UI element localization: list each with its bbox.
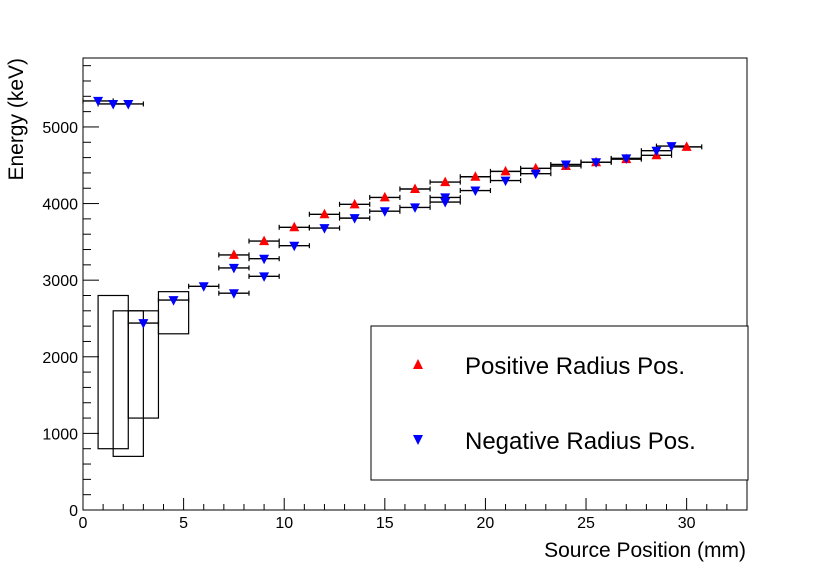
uncertainty-box — [157, 291, 190, 335]
legend-box — [370, 325, 749, 481]
legend-label-positive: Positive Radius Pos. — [465, 353, 685, 380]
y-tick-label: 4000 — [42, 197, 78, 214]
y-axis-title: Energy (keV) — [5, 58, 28, 181]
negative-radius-point — [108, 99, 119, 110]
positive-radius-point — [228, 249, 239, 259]
negative-radius-point — [228, 289, 239, 299]
negative-radius-point — [123, 99, 134, 110]
negative-radius-point — [319, 224, 330, 234]
negative-radius-point — [666, 142, 677, 152]
legend-marker-negative — [413, 435, 423, 445]
positive-radius-point — [410, 183, 420, 194]
x-axis-ticks: 0 5 10 15 20 25 30 — [79, 498, 748, 532]
uncertainty-boxes — [97, 291, 190, 457]
negative-radius-point — [198, 282, 209, 292]
data-markers — [93, 96, 692, 329]
x-tick-label: 25 — [577, 515, 595, 532]
negative-radius-point — [651, 146, 662, 157]
negative-radius-point — [530, 169, 541, 180]
positive-radius-point — [500, 165, 511, 176]
plot-frame — [82, 57, 748, 511]
positive-radius-point — [259, 235, 270, 246]
negative-radius-point — [259, 254, 270, 265]
y-tick-label: 5000 — [42, 120, 78, 137]
positive-radius-point — [289, 221, 300, 232]
legend-marker-positive — [413, 359, 423, 369]
y-axis-ticks: 0 1000 2000 3000 4000 5000 — [42, 65, 99, 520]
negative-radius-point — [440, 193, 451, 203]
x-tick-label: 30 — [678, 515, 696, 532]
positive-radius-point — [349, 198, 360, 209]
x-tick-label: 20 — [477, 515, 495, 532]
negative-radius-point — [289, 241, 300, 252]
y-tick-label: 1000 — [42, 426, 78, 443]
x-tick-label: 10 — [275, 515, 293, 532]
x-tick-label: 0 — [79, 515, 88, 532]
y-tick-label: 2000 — [42, 350, 78, 367]
negative-radius-point — [228, 263, 239, 274]
uncertainty-box — [127, 310, 160, 419]
x-tick-label: 15 — [376, 515, 394, 532]
negative-radius-point — [470, 186, 481, 197]
x-axis-title: Source Position (mm) — [544, 539, 746, 562]
negative-radius-point — [621, 154, 632, 164]
positive-radius-point — [319, 208, 330, 219]
negative-radius-point — [591, 158, 602, 168]
negative-radius-point — [259, 272, 270, 282]
positive-radius-point — [440, 176, 451, 187]
legend: Positive Radius Pos. Negative Radius Pos… — [370, 325, 749, 481]
y-tick-label: 0 — [69, 503, 78, 520]
x-tick-label: 5 — [179, 515, 188, 532]
y-tick-label: 3000 — [42, 273, 78, 290]
negative-radius-point — [168, 296, 179, 306]
legend-label-negative: Negative Radius Pos. — [465, 428, 696, 455]
negative-radius-point — [500, 176, 511, 187]
negative-radius-point — [138, 319, 149, 329]
positive-radius-point — [470, 171, 481, 181]
positive-radius-point — [681, 141, 692, 151]
negative-radius-point — [349, 214, 360, 224]
negative-radius-point — [93, 96, 104, 107]
negative-radius-point — [379, 207, 390, 217]
positive-radius-point — [379, 191, 390, 202]
negative-radius-point — [410, 203, 420, 213]
negative-radius-point — [560, 160, 571, 170]
